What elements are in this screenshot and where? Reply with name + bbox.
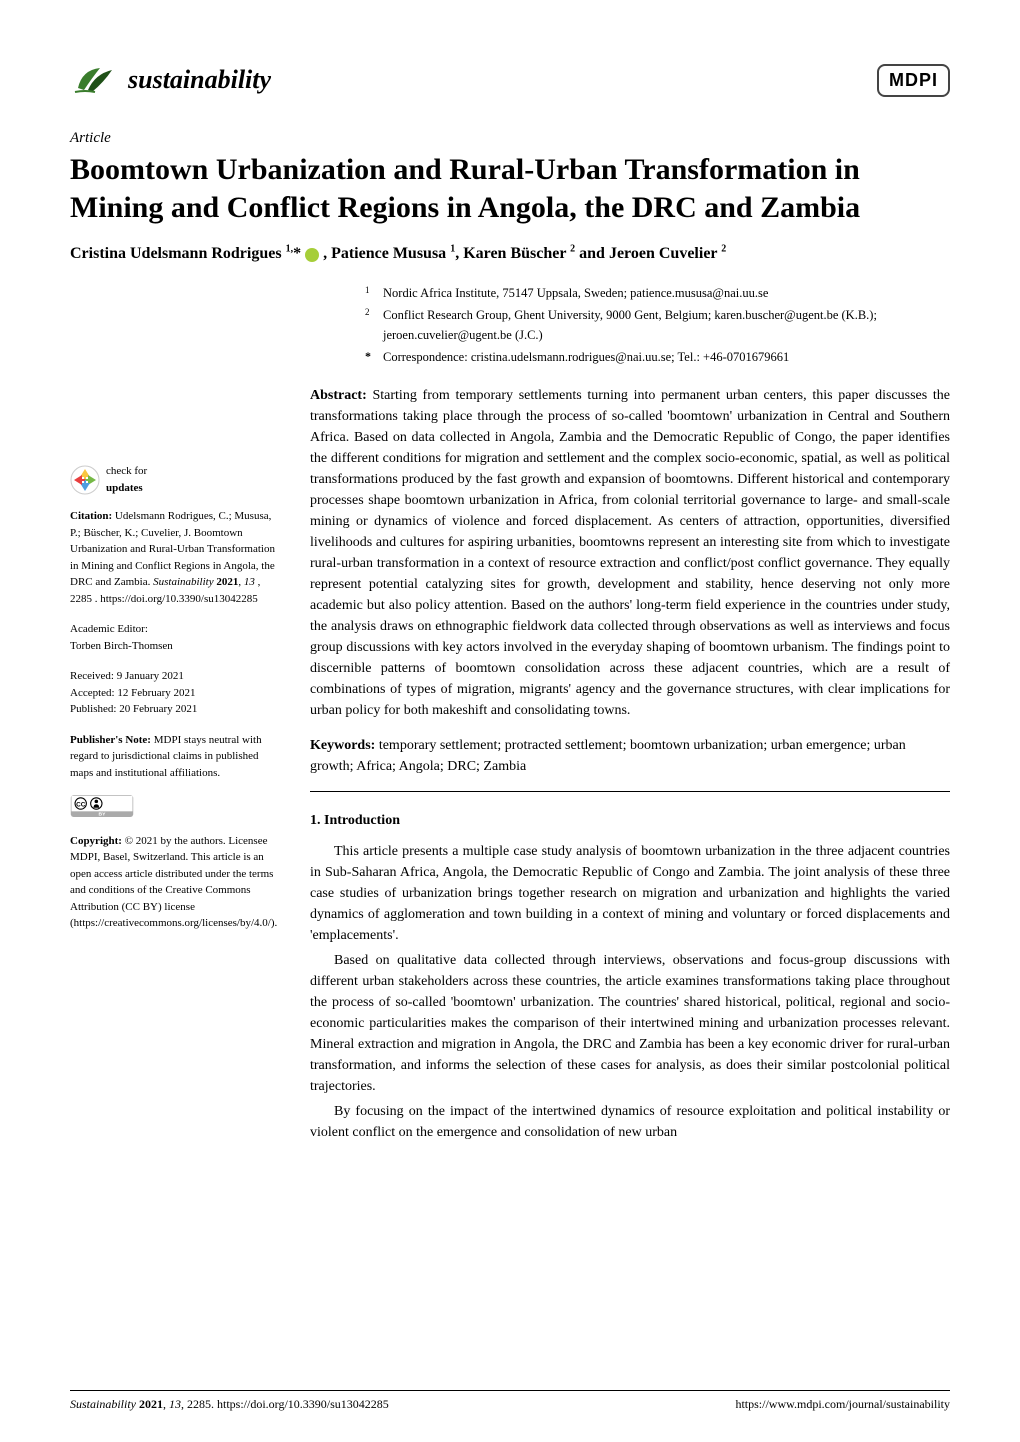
author-text: , Patience Mususa 1, Karen Büscher 2 and… — [323, 245, 726, 262]
affiliation-row: * Correspondence: cristina.udelsmann.rod… — [365, 347, 950, 367]
keywords-block: Keywords: temporary settlement; protract… — [310, 735, 950, 792]
received-date: Received: 9 January 2021 — [70, 668, 280, 685]
journal-logo: sustainability — [70, 60, 271, 100]
body-paragraph: This article presents a multiple case st… — [310, 841, 950, 946]
page-footer: Sustainability 2021, 13, 2285. https://d… — [70, 1390, 950, 1412]
author-text: Cristina Udelsmann Rodrigues 1,* — [70, 245, 301, 262]
publishers-note: Publisher's Note: MDPI stays neutral wit… — [70, 732, 280, 782]
svg-text:CC: CC — [76, 802, 86, 809]
affil-num: 1 — [365, 283, 375, 303]
affil-num: 2 — [365, 305, 375, 345]
keywords-list: temporary settlement; protracted settlem… — [310, 738, 906, 774]
body-paragraph: Based on qualitative data collected thro… — [310, 950, 950, 1097]
cc-by-badge[interactable]: CC BY — [70, 795, 280, 823]
orcid-icon[interactable] — [305, 248, 319, 262]
citation-block: Citation: Udelsmann Rodrigues, C.; Musus… — [70, 508, 280, 607]
sidebar: check for updates Citation: Udelsmann Ro… — [70, 283, 280, 1147]
citation-issue: 13 — [244, 576, 255, 588]
affil-text: Conflict Research Group, Ghent Universit… — [383, 305, 950, 345]
keywords-label: Keywords: — [310, 738, 375, 753]
affiliation-row: 1 Nordic Africa Institute, 75147 Uppsala… — [365, 283, 950, 303]
affil-text: Nordic Africa Institute, 75147 Uppsala, … — [383, 283, 768, 303]
citation-doi: . https://doi.org/10.3390/su13042285 — [95, 593, 258, 605]
check-updates-badge[interactable]: check for updates — [70, 463, 280, 496]
editor-label: Academic Editor: — [70, 621, 280, 638]
citation-pages: , — [258, 576, 261, 588]
article-title: Boomtown Urbanization and Rural-Urban Tr… — [70, 151, 950, 226]
main-content: 1 Nordic Africa Institute, 75147 Uppsala… — [310, 283, 950, 1147]
editor-name: Torben Birch-Thomsen — [70, 638, 280, 655]
journal-name: sustainability — [128, 65, 271, 95]
crossref-icon — [70, 465, 100, 495]
svg-text:BY: BY — [99, 812, 107, 817]
affil-text: Correspondence: cristina.udelsmann.rodri… — [383, 347, 789, 367]
affiliations: 1 Nordic Africa Institute, 75147 Uppsala… — [310, 283, 950, 367]
citation-journal: Sustainability — [153, 576, 214, 588]
check-line2: updates — [106, 480, 147, 497]
dates-block: Received: 9 January 2021 Accepted: 12 Fe… — [70, 668, 280, 718]
published-date: Published: 20 February 2021 — [70, 701, 280, 718]
editor-block: Academic Editor: Torben Birch-Thomsen — [70, 621, 280, 654]
footer-left: Sustainability 2021, 13, 2285. https://d… — [70, 1397, 389, 1412]
check-updates-text: check for updates — [106, 463, 147, 496]
abstract-block: Abstract: Starting from temporary settle… — [310, 385, 950, 721]
authors-line: Cristina Udelsmann Rodrigues 1,* , Patie… — [70, 244, 950, 263]
footer-right[interactable]: https://www.mdpi.com/journal/sustainabil… — [735, 1397, 950, 1412]
accepted-date: Accepted: 12 February 2021 — [70, 685, 280, 702]
affil-num: * — [365, 347, 375, 367]
check-line1: check for — [106, 463, 147, 480]
page-header: sustainability MDPI — [70, 60, 950, 100]
copyright-label: Copyright: — [70, 835, 122, 847]
copyright-text: © 2021 by the authors. Licensee MDPI, Ba… — [70, 835, 277, 930]
citation-pagenum: 2285 — [70, 593, 92, 605]
affiliation-row: 2 Conflict Research Group, Ghent Univers… — [365, 305, 950, 345]
citation-label: Citation: — [70, 510, 112, 522]
section-heading: 1. Introduction — [310, 810, 950, 831]
pubnote-label: Publisher's Note: — [70, 734, 151, 746]
citation-year: 2021, — [216, 576, 244, 588]
abstract-label: Abstract: — [310, 388, 367, 403]
publisher-logo: MDPI — [877, 64, 950, 97]
abstract-text: Starting from temporary settlements turn… — [310, 388, 950, 718]
leaf-icon — [70, 60, 120, 100]
article-type: Article — [70, 130, 950, 147]
copyright-block: Copyright: © 2021 by the authors. Licens… — [70, 833, 280, 932]
body-paragraph: By focusing on the impact of the intertw… — [310, 1101, 950, 1143]
